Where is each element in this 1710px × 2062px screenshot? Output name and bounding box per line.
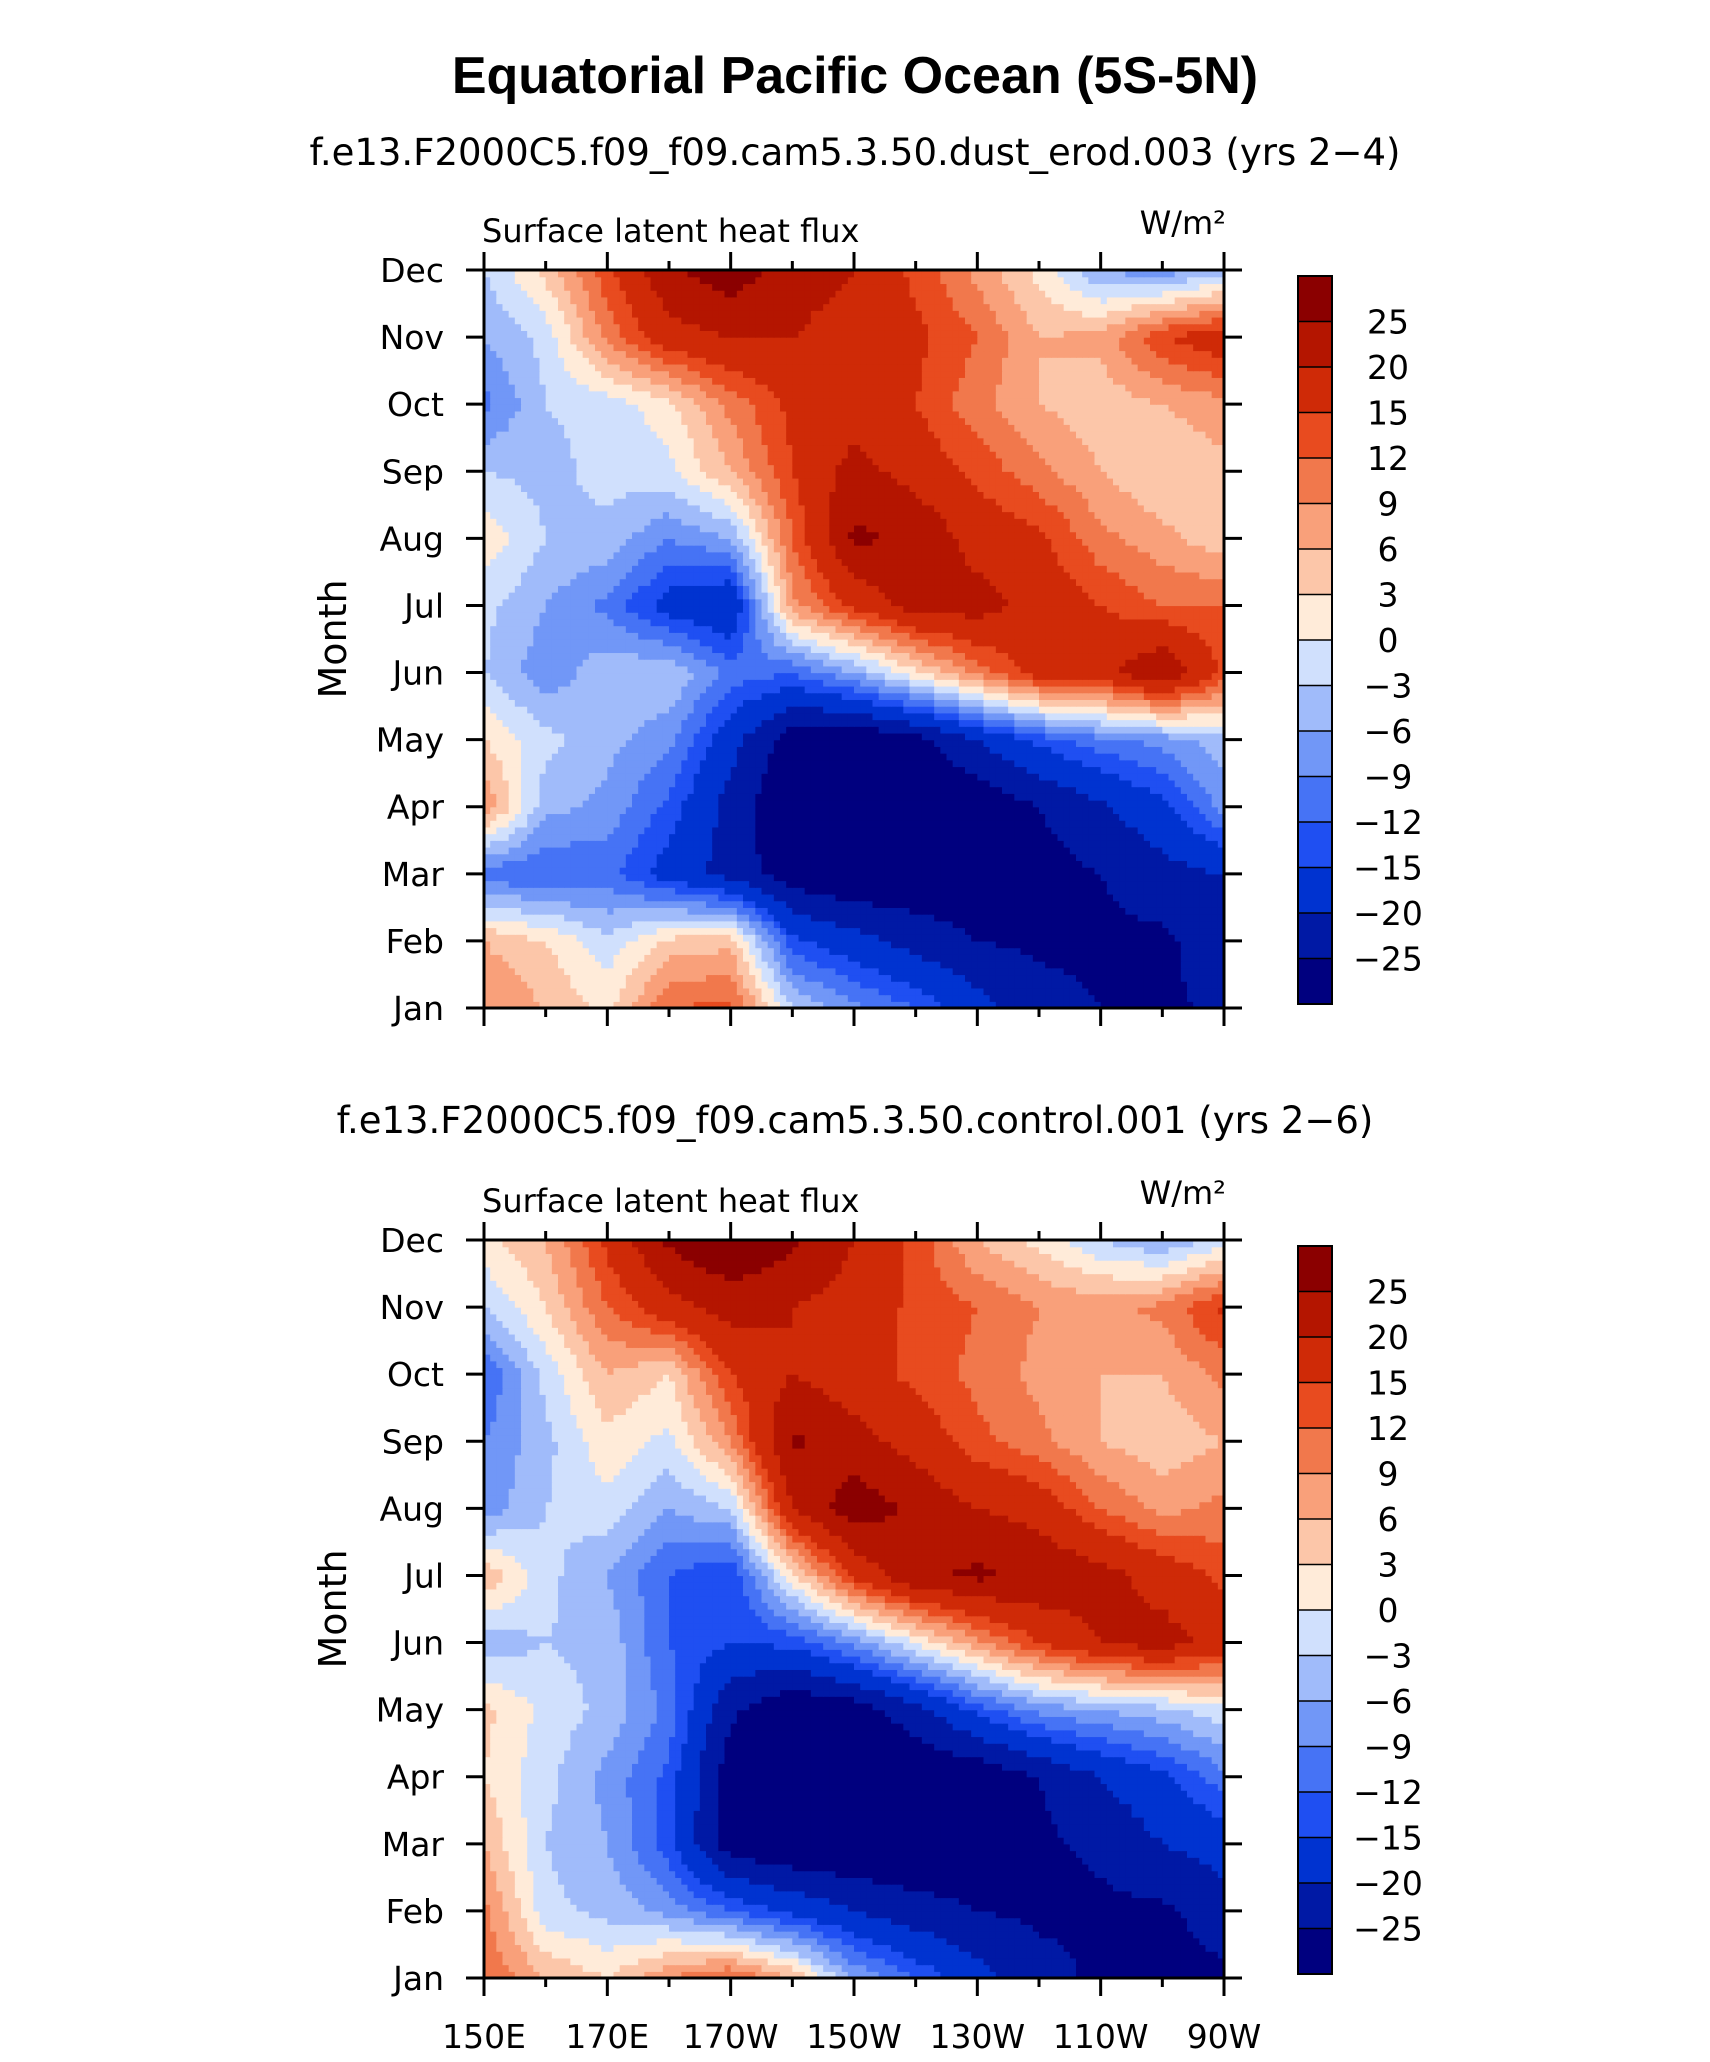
figure: Equatorial Pacific Ocean (5S-5N) f.e13.F… — [0, 0, 1710, 2062]
